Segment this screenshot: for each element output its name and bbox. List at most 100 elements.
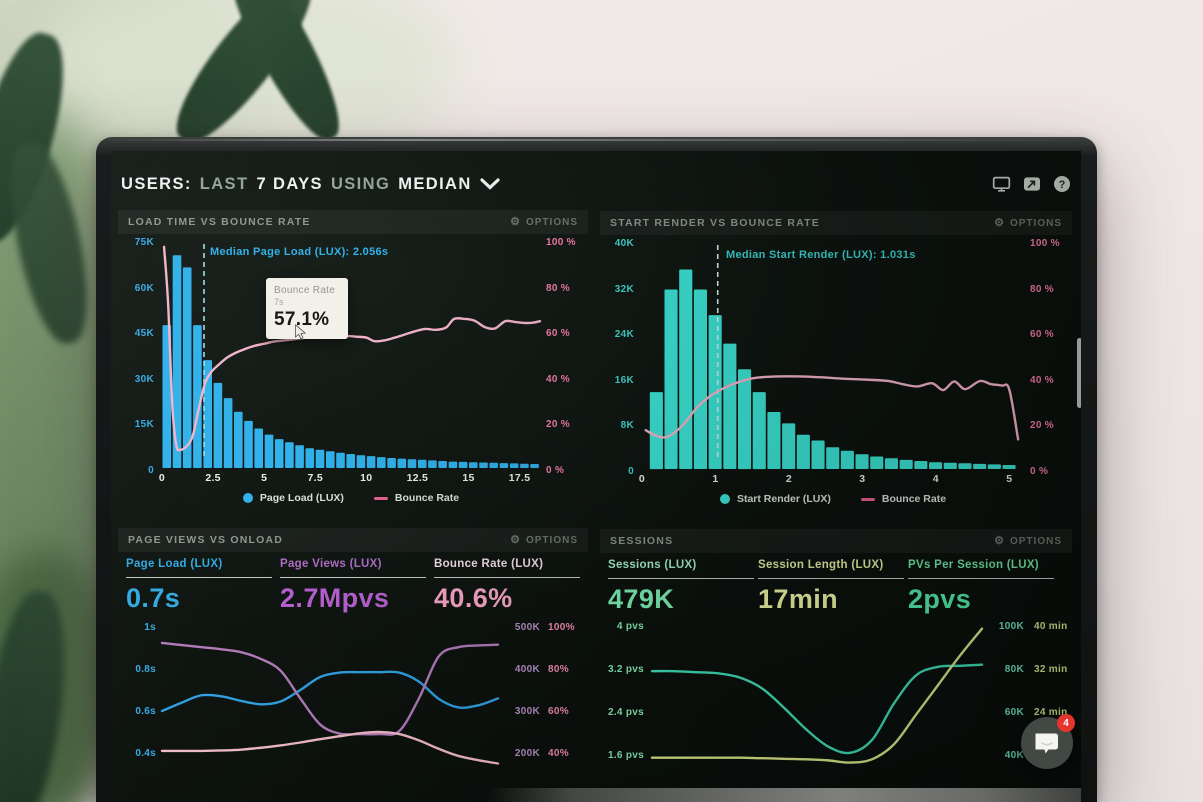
histogram-bar[interactable] [264, 434, 274, 468]
users-range-dropdown[interactable]: USERS: LAST 7 DAYS USING MEDIAN [121, 175, 500, 194]
histogram-bar[interactable] [285, 442, 294, 468]
histogram-bar[interactable] [509, 463, 519, 468]
histogram-bar[interactable] [693, 289, 707, 470]
histogram-bar[interactable] [520, 463, 529, 468]
histogram-bar[interactable] [870, 456, 884, 470]
bounce-rate-line [644, 375, 1020, 441]
histogram-bar[interactable] [929, 462, 943, 469]
options-button[interactable]: ⚙ OPTIONS [994, 534, 1062, 547]
y-axis-right-bounce-rate: 100 % 80 % 60 % 40 % 20 % 0 % [1030, 238, 1072, 477]
histogram-bar[interactable] [855, 454, 869, 469]
histogram-bar[interactable] [193, 325, 202, 468]
legend-item-start-render[interactable]: Start Render (LUX) [719, 493, 831, 505]
histogram-bar[interactable] [664, 289, 678, 470]
histogram-bar[interactable] [826, 447, 840, 469]
histogram-bar[interactable] [336, 452, 345, 468]
histogram-bar[interactable] [428, 460, 437, 468]
histogram-bar[interactable] [530, 464, 539, 468]
histogram-bar[interactable] [943, 462, 957, 469]
histogram-bar[interactable] [407, 459, 417, 468]
legend-label: Page Load (LUX) [259, 492, 344, 504]
load-time-histogram-chart[interactable] [162, 240, 542, 469]
metric-value: 17min [758, 584, 839, 614]
histogram-bar[interactable] [162, 325, 172, 468]
histogram-bar[interactable] [840, 450, 854, 469]
histogram-bar[interactable] [884, 458, 898, 469]
histogram-bar[interactable] [958, 463, 972, 469]
metric-value: 2pvs [908, 584, 972, 614]
axis-tick: 45K [134, 328, 154, 340]
histogram-bar[interactable] [234, 411, 243, 468]
axis-tick: 8K [620, 420, 634, 432]
histogram-bar[interactable] [649, 392, 663, 470]
histogram-bar[interactable] [1002, 465, 1016, 469]
legend-item-bounce-rate[interactable]: Bounce Rate [860, 493, 946, 505]
options-button[interactable]: ⚙ OPTIONS [994, 216, 1062, 229]
monitor-icon[interactable] [992, 175, 1011, 193]
histogram-bar[interactable] [914, 461, 928, 469]
panel-sessions: SESSIONS ⚙ OPTIONS Sessions (LUX) 479K Se… [600, 529, 1072, 802]
histogram-bar[interactable] [346, 454, 355, 468]
histogram-bar[interactable] [172, 255, 182, 468]
histogram-bar[interactable] [356, 455, 366, 468]
axis-tick: 40K [614, 238, 634, 249]
histogram-bar[interactable] [366, 456, 376, 468]
histogram-bar[interactable] [203, 360, 212, 468]
histogram-bar[interactable] [223, 398, 233, 468]
histogram-bar[interactable] [315, 449, 325, 468]
histogram-bar[interactable] [499, 463, 509, 468]
axis-tick: 400K [514, 664, 540, 675]
histogram-bar[interactable] [767, 412, 781, 469]
histogram-bar[interactable] [987, 464, 1001, 469]
axis-tick: 80 % [546, 282, 570, 294]
sessions-line-chart[interactable] [650, 615, 984, 802]
axis-tick: 24K [614, 329, 634, 341]
axis-tick: 60 % [546, 328, 570, 340]
scrollbar-thumb[interactable] [1077, 338, 1081, 408]
histogram-bar[interactable] [782, 423, 796, 469]
histogram-bar[interactable] [738, 369, 752, 470]
histogram-bar[interactable] [899, 459, 913, 469]
histogram-bar[interactable] [387, 458, 396, 468]
histogram-bar[interactable] [811, 440, 825, 470]
help-icon[interactable]: ? [1053, 175, 1071, 193]
histogram-bar[interactable] [182, 267, 192, 468]
axis-tick: 200K [514, 748, 540, 759]
histogram-bar[interactable] [244, 420, 253, 468]
axis-tick: 0.8s [135, 664, 156, 675]
page-views-onload-line-chart[interactable] [160, 616, 500, 802]
histogram-bar[interactable] [469, 462, 478, 468]
metric-underline [126, 577, 272, 578]
histogram-bar[interactable] [489, 462, 498, 468]
histogram-bar[interactable] [679, 269, 693, 470]
options-button[interactable]: ⚙ OPTIONS [510, 215, 578, 228]
histogram-bar[interactable] [438, 461, 447, 468]
share-icon[interactable] [1023, 175, 1041, 193]
histogram-bar[interactable] [274, 439, 284, 468]
start-render-histogram-chart[interactable] [642, 241, 1024, 470]
histogram-bar[interactable] [254, 428, 263, 469]
histogram-bar[interactable] [213, 382, 223, 468]
axis-tick: 30K [134, 373, 154, 385]
legend-item-bounce-rate[interactable]: Bounce Rate [373, 492, 460, 504]
histogram-bar[interactable] [377, 457, 386, 468]
legend-item-page-load[interactable]: Page Load (LUX) [242, 492, 344, 504]
histogram-bar[interactable] [305, 448, 315, 468]
axis-tick: 16K [614, 374, 634, 386]
histogram-bar[interactable] [295, 445, 304, 468]
histogram-bar[interactable] [417, 459, 427, 468]
histogram-bar[interactable] [973, 463, 987, 469]
legend-label: Bounce Rate [394, 492, 460, 504]
histogram-bar[interactable] [479, 462, 488, 469]
tooltip-bucket: 7s [274, 297, 284, 307]
options-button[interactable]: ⚙ OPTIONS [510, 533, 578, 546]
histogram-bar[interactable] [326, 451, 335, 468]
histogram-bar[interactable] [796, 434, 810, 469]
histogram-bar[interactable] [448, 461, 458, 468]
histogram-bar[interactable] [397, 458, 407, 468]
histogram-bar[interactable] [723, 343, 737, 469]
axis-tick: 2.5 [205, 472, 221, 484]
histogram-bar[interactable] [458, 461, 468, 468]
histogram-bar[interactable] [752, 392, 766, 470]
chat-widget-button[interactable]: 4 [1021, 714, 1075, 769]
